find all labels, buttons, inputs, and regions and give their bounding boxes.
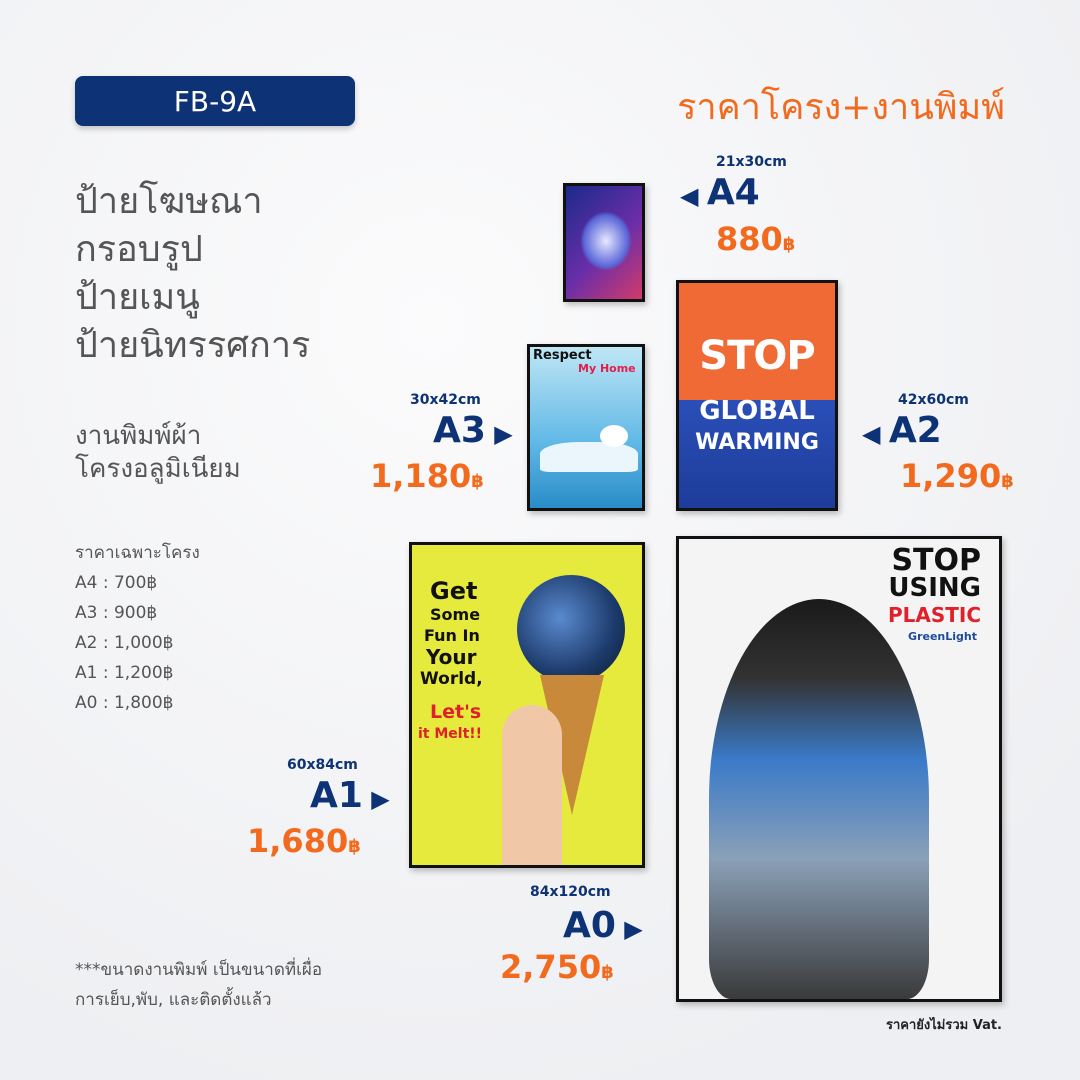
- a1-price: 1,680฿: [247, 822, 361, 860]
- poster-text: Fun In: [424, 626, 480, 645]
- penguin-image: [709, 599, 929, 999]
- a2-label: ◀ A2: [862, 410, 942, 451]
- arrow-left-icon: ◀: [862, 420, 889, 448]
- poster-text: GLOBAL: [699, 396, 815, 426]
- a3-label: A3 ▶: [433, 410, 513, 451]
- poster-text: My Home: [578, 362, 636, 375]
- poster-text: World,: [420, 669, 483, 689]
- poster-text: PLASTIC: [887, 603, 981, 627]
- poster-text: Respect: [533, 348, 592, 363]
- a3-price: 1,180฿: [370, 457, 484, 495]
- frame-price-item: A2 : 1,000฿: [75, 633, 174, 653]
- poster-text: it Melt!!: [418, 726, 483, 742]
- a2-price: 1,290฿: [900, 457, 1014, 495]
- currency: ฿: [782, 234, 796, 255]
- currency: ฿: [471, 471, 484, 492]
- frame-price-item: A3 : 900฿: [75, 603, 158, 623]
- a0-label: A0 ▶: [563, 905, 643, 946]
- material-frame: โครงอลูมิเนียม: [75, 454, 241, 484]
- frame-price-item: A4 : 700฿: [75, 573, 158, 593]
- poster-text: WARMING: [695, 430, 819, 455]
- poster-text: STOP: [699, 333, 815, 379]
- a4-label: ◀ A4: [680, 172, 760, 213]
- size-code: A0: [563, 905, 616, 946]
- tiger-image: [580, 211, 632, 271]
- heading-2: กรอบรูป: [75, 229, 203, 270]
- poster-text: Some: [430, 605, 481, 624]
- size-code: A1: [310, 775, 363, 816]
- frame-price-title: ราคาเฉพาะโครง: [75, 543, 200, 563]
- frame-price-list: ราคาเฉพาะโครง A4 : 700฿ A3 : 900฿ A2 : 1…: [75, 538, 200, 718]
- poster-a0-penguin: STOP USING PLASTIC GreenLight: [676, 536, 1002, 1002]
- footnote-line: ***ขนาดงานพิมพ์ เป็นขนาดที่เผื่อ: [75, 960, 323, 980]
- arrow-left-icon: ◀: [680, 182, 707, 210]
- size-code: A3: [433, 410, 486, 451]
- poster-text: Let's: [430, 701, 482, 723]
- a4-dimensions: 21x30cm: [716, 154, 787, 170]
- heading-4: ป้ายนิทรรศการ: [75, 325, 311, 366]
- price-value: 880: [716, 220, 783, 258]
- poster-text: STOP: [891, 543, 981, 578]
- frame-price-item: A1 : 1,200฿: [75, 663, 174, 683]
- poster-text: Get: [430, 577, 478, 605]
- size-code: A4: [706, 172, 760, 213]
- poster-a4-tiger: [563, 183, 645, 302]
- currency: ฿: [348, 836, 361, 857]
- arrow-right-icon: ▶: [362, 785, 390, 813]
- page-title: ราคาโครง+งานพิมพ์: [677, 87, 1005, 128]
- a0-price: 2,750฿: [500, 948, 614, 986]
- earth-image: [517, 575, 625, 683]
- currency: ฿: [601, 962, 614, 983]
- frame-price-item: A0 : 1,800฿: [75, 693, 174, 713]
- heading-3: ป้ายเมนู: [75, 277, 200, 318]
- arrow-right-icon: ▶: [615, 915, 643, 943]
- arrow-right-icon: ▶: [485, 420, 513, 448]
- price-value: 1,680: [247, 822, 349, 860]
- polar-bear-image: [600, 425, 628, 447]
- a3-dimensions: 30x42cm: [410, 392, 481, 408]
- price-value: 1,290: [900, 457, 1002, 495]
- poster-a1-ice-cream-earth: Get Some Fun In Your World, Let's it Mel…: [409, 542, 645, 868]
- material-print: งานพิมพ์ผ้า: [75, 421, 202, 451]
- poster-text: Your: [426, 645, 477, 669]
- size-code: A2: [888, 410, 942, 451]
- brand-logo-text: GreenLight: [908, 630, 977, 643]
- poster-text: USING: [888, 573, 981, 603]
- model-badge: FB-9A: [75, 76, 355, 126]
- price-value: 2,750: [500, 948, 602, 986]
- hand-image: [502, 705, 562, 865]
- heading-1: ป้ายโฆษณา: [75, 181, 263, 222]
- footnote: ***ขนาดงานพิมพ์ เป็นขนาดที่เผื่อ การเย็บ…: [75, 955, 322, 1015]
- vat-note: ราคายังไม่รวม Vat.: [885, 1018, 1002, 1033]
- poster-a3-polar-bear: Respect My Home: [527, 344, 645, 511]
- a2-dimensions: 42x60cm: [898, 392, 969, 408]
- a0-dimensions: 84x120cm: [530, 884, 611, 900]
- footnote-line: การเย็บ,พับ, และติดตั้งแล้ว: [75, 990, 272, 1010]
- a4-price: 880฿: [716, 220, 795, 258]
- currency: ฿: [1001, 471, 1014, 492]
- a1-label: A1 ▶: [310, 775, 390, 816]
- poster-a2-global-warming: STOP GLOBAL WARMING: [676, 280, 838, 511]
- material-info: งานพิมพ์ผ้า โครงอลูมิเนียม: [75, 420, 241, 486]
- a1-dimensions: 60x84cm: [287, 757, 358, 773]
- ice-floe: [540, 442, 638, 472]
- price-value: 1,180: [370, 457, 472, 495]
